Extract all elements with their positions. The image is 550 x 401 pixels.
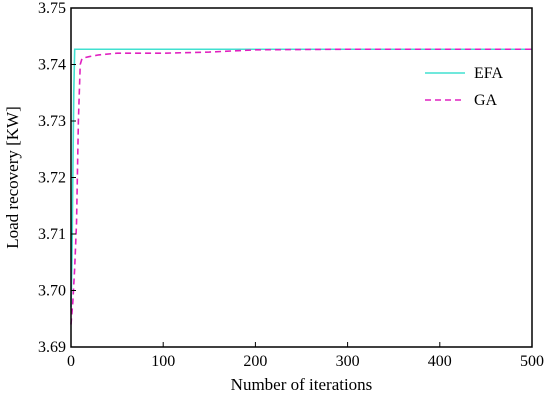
- series-line-efa: [70, 48, 532, 308]
- legend-label-efa: EFA: [474, 65, 503, 82]
- plot-frame: [70, 7, 533, 348]
- y-tick-label: 3.74: [38, 57, 66, 74]
- plot-area: [70, 48, 532, 325]
- x-tick-label: 0: [67, 353, 75, 370]
- y-tick-label: 3.75: [38, 0, 66, 17]
- y-tick-label: 3.72: [38, 170, 66, 187]
- y-tick-label: 3.69: [38, 339, 66, 356]
- y-axis-title: Load recovery [KW]: [3, 106, 22, 249]
- y-tick-label: 3.73: [38, 113, 66, 130]
- x-tick-label: 400: [428, 353, 452, 370]
- legend: EFA GA: [425, 65, 503, 109]
- x-axis-title: Number of iterations: [231, 375, 373, 394]
- x-tick-label: 200: [243, 353, 267, 370]
- y-tick-label: 3.70: [38, 283, 66, 300]
- x-tick-label: 300: [336, 353, 360, 370]
- x-axis-ticks: 0 100 200 300 400 500: [67, 342, 544, 370]
- series-line-ga: [70, 48, 532, 325]
- legend-label-ga: GA: [474, 92, 498, 109]
- y-tick-label: 3.71: [38, 226, 66, 243]
- x-tick-label: 500: [520, 353, 544, 370]
- x-tick-label: 100: [151, 353, 175, 370]
